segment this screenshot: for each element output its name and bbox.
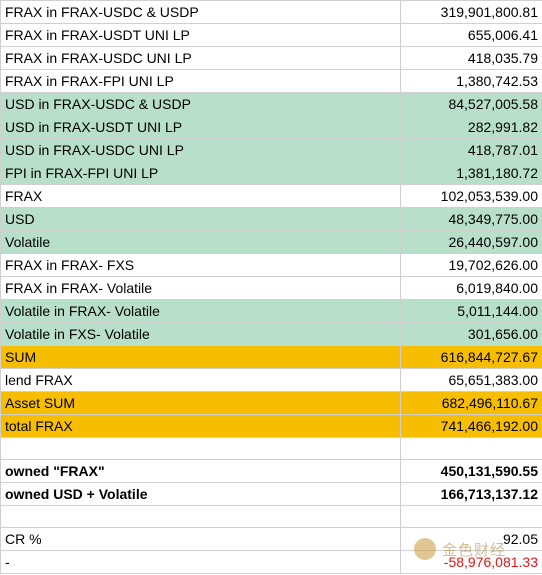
- table-row: SUM 616,844,727.67: [0, 345, 542, 369]
- row-value-cell[interactable]: 166,713,137.12: [400, 482, 542, 506]
- golden-finance-logo-icon: [414, 538, 436, 560]
- row-label-cell[interactable]: FRAX in FRAX- Volatile: [0, 276, 401, 300]
- row-label-cell[interactable]: FRAX in FRAX-USDT UNI LP: [0, 23, 401, 47]
- table-row: FRAX in FRAX-FPI UNI LP 1,380,742.53: [0, 69, 542, 93]
- row-label-cell[interactable]: FPI in FRAX-FPI UNI LP: [0, 161, 401, 185]
- table-row: FRAX in FRAX-USDC UNI LP 418,035.79: [0, 46, 542, 70]
- row-label-cell[interactable]: Volatile in FRAX- Volatile: [0, 299, 401, 323]
- table-row: FRAX 102,053,539.00: [0, 184, 542, 208]
- table-row: USD in FRAX-USDC UNI LP 418,787.01: [0, 138, 542, 162]
- table-row: FRAX in FRAX- Volatile 6,019,840.00: [0, 276, 542, 300]
- table-row: Volatile 26,440,597.00: [0, 230, 542, 254]
- table-row: CR % 92.05: [0, 527, 542, 551]
- row-label-cell[interactable]: Asset SUM: [0, 391, 401, 415]
- row-label-cell[interactable]: USD in FRAX-USDC UNI LP: [0, 138, 401, 162]
- row-value-cell[interactable]: 48,349,775.00: [400, 207, 542, 231]
- row-value-cell[interactable]: 1,380,742.53: [400, 69, 542, 93]
- row-value-cell[interactable]: 319,901,800.81: [400, 0, 542, 24]
- table-row: USD 48,349,775.00: [0, 207, 542, 231]
- table-row: USD in FRAX-USDT UNI LP 282,991.82: [0, 115, 542, 139]
- table-row: total FRAX 741,466,192.00: [0, 414, 542, 438]
- row-label-cell[interactable]: USD in FRAX-USDT UNI LP: [0, 115, 401, 139]
- row-label-cell[interactable]: USD: [0, 207, 401, 231]
- row-value-cell[interactable]: 1,381,180.72: [400, 161, 542, 185]
- table-row: owned "FRAX" 450,131,590.55: [0, 459, 542, 483]
- table-row: [0, 505, 542, 528]
- row-label-cell[interactable]: [0, 437, 401, 460]
- row-value-cell[interactable]: 5,011,144.00: [400, 299, 542, 323]
- row-value-cell[interactable]: 84,527,005.58: [400, 92, 542, 116]
- row-value-cell[interactable]: [400, 437, 542, 460]
- row-label-cell[interactable]: Volatile: [0, 230, 401, 254]
- table-row: FRAX in FRAX- FXS 19,702,626.00: [0, 253, 542, 277]
- row-label-cell[interactable]: total FRAX: [0, 414, 401, 438]
- row-label-cell[interactable]: CR %: [0, 527, 401, 551]
- row-label-cell[interactable]: owned "FRAX": [0, 459, 401, 483]
- row-label-cell[interactable]: FRAX in FRAX-USDC UNI LP: [0, 46, 401, 70]
- row-value-cell[interactable]: 65,651,383.00: [400, 368, 542, 392]
- row-label-cell[interactable]: FRAX in FRAX-USDC & USDP: [0, 0, 401, 24]
- row-label-cell[interactable]: owned USD + Volatile: [0, 482, 401, 506]
- table-row: owned USD + Volatile 166,713,137.12: [0, 482, 542, 506]
- row-value-cell[interactable]: 26,440,597.00: [400, 230, 542, 254]
- row-label-cell[interactable]: [0, 505, 401, 528]
- table-row: FRAX in FRAX-USDC & USDP 319,901,800.81: [0, 0, 542, 24]
- row-value-cell[interactable]: 102,053,539.00: [400, 184, 542, 208]
- watermark-text: 金色财经: [442, 541, 507, 559]
- row-value-cell[interactable]: [400, 505, 542, 528]
- table-row: FRAX in FRAX-USDT UNI LP 655,006.41: [0, 23, 542, 47]
- table-row: [0, 437, 542, 460]
- table-row: Volatile in FXS- Volatile 301,656.00: [0, 322, 542, 346]
- table-row: Volatile in FRAX- Volatile 5,011,144.00: [0, 299, 542, 323]
- row-value-cell[interactable]: 6,019,840.00: [400, 276, 542, 300]
- row-label-cell[interactable]: SUM: [0, 345, 401, 369]
- row-value-cell[interactable]: 19,702,626.00: [400, 253, 542, 277]
- row-value-cell[interactable]: 616,844,727.67: [400, 345, 542, 369]
- row-value-cell[interactable]: 418,787.01: [400, 138, 542, 162]
- row-value-cell[interactable]: 418,035.79: [400, 46, 542, 70]
- table-row: USD in FRAX-USDC & USDP 84,527,005.58: [0, 92, 542, 116]
- table-row: Asset SUM 682,496,110.67: [0, 391, 542, 415]
- row-value-cell[interactable]: 741,466,192.00: [400, 414, 542, 438]
- row-label-cell[interactable]: lend FRAX: [0, 368, 401, 392]
- row-value-cell[interactable]: 682,496,110.67: [400, 391, 542, 415]
- watermark: 金色财经: [414, 537, 534, 561]
- row-value-cell[interactable]: 450,131,590.55: [400, 459, 542, 483]
- row-label-cell[interactable]: -: [0, 550, 401, 574]
- table-row: FPI in FRAX-FPI UNI LP 1,381,180.72: [0, 161, 542, 185]
- row-label-cell[interactable]: FRAX in FRAX-FPI UNI LP: [0, 69, 401, 93]
- row-label-cell[interactable]: FRAX: [0, 184, 401, 208]
- table-row: lend FRAX 65,651,383.00: [0, 368, 542, 392]
- row-label-cell[interactable]: USD in FRAX-USDC & USDP: [0, 92, 401, 116]
- row-value-cell[interactable]: 301,656.00: [400, 322, 542, 346]
- row-value-cell[interactable]: 655,006.41: [400, 23, 542, 47]
- row-value-cell[interactable]: 282,991.82: [400, 115, 542, 139]
- row-label-cell[interactable]: Volatile in FXS- Volatile: [0, 322, 401, 346]
- row-label-cell[interactable]: FRAX in FRAX- FXS: [0, 253, 401, 277]
